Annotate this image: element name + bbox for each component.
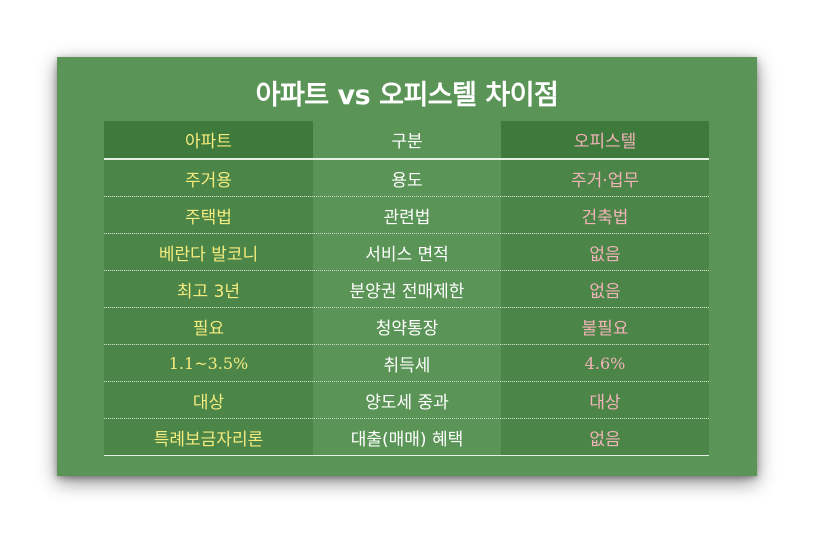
- apartment-cell: 특례보금자리론: [104, 419, 313, 455]
- apartment-cell: 주택법: [104, 197, 313, 233]
- comparison-card: 아파트 vs 오피스텔 차이점 아파트 구분 오피스텔 주거용 용도 주거·업무…: [57, 57, 757, 476]
- category-cell: 양도세 중과: [365, 392, 449, 413]
- category-cell: 용도: [391, 170, 423, 191]
- officetel-cell: 없음: [501, 271, 709, 307]
- table-row: 주거용 용도 주거·업무: [104, 160, 709, 197]
- apartment-cell: 필요: [104, 308, 313, 344]
- table-row: 최고 3년 분양권 전매제한 없음: [104, 271, 709, 308]
- apartment-cell: 최고 3년: [104, 271, 313, 307]
- category-cell: 분양권 전매제한: [349, 281, 465, 302]
- table-row: 주택법 관련법 건축법: [104, 197, 709, 234]
- officetel-cell: 없음: [501, 234, 709, 270]
- category-cell: 청약통장: [375, 318, 439, 339]
- header-officetel: 오피스텔: [501, 121, 709, 158]
- apartment-cell: 1.1~3.5%: [104, 345, 313, 381]
- table-row: 필요 청약통장 불필요: [104, 308, 709, 345]
- category-cell: 취득세: [383, 355, 431, 376]
- apartment-cell: 대상: [104, 382, 313, 418]
- category-cell: 서비스 면적: [365, 244, 449, 265]
- officetel-cell: 건축법: [501, 197, 709, 233]
- table-row: 1.1~3.5% 취득세 4.6%: [104, 345, 709, 382]
- header-category: 구분: [313, 121, 501, 158]
- table-row: 베란다 발코니 서비스 면적 없음: [104, 234, 709, 271]
- officetel-cell: 4.6%: [501, 345, 709, 381]
- table-row: 특례보금자리론 대출(매매) 혜택 없음: [104, 419, 709, 456]
- officetel-cell: 불필요: [501, 308, 709, 344]
- table-header-row: 아파트 구분 오피스텔: [104, 121, 709, 160]
- officetel-cell: 대상: [501, 382, 709, 418]
- comparison-table: 아파트 구분 오피스텔 주거용 용도 주거·업무 주택법 관련법 건축법 베란다…: [104, 121, 709, 456]
- category-cell: 대출(매매) 혜택: [350, 429, 464, 450]
- card-title: 아파트 vs 오피스텔 차이점: [255, 80, 559, 111]
- officetel-cell: 주거·업무: [501, 160, 709, 196]
- apartment-cell: 베란다 발코니: [104, 234, 313, 270]
- header-apartment: 아파트: [104, 121, 313, 158]
- table-row: 대상 양도세 중과 대상: [104, 382, 709, 419]
- apartment-cell: 주거용: [104, 160, 313, 196]
- officetel-cell: 없음: [501, 419, 709, 455]
- category-cell: 관련법: [383, 207, 431, 228]
